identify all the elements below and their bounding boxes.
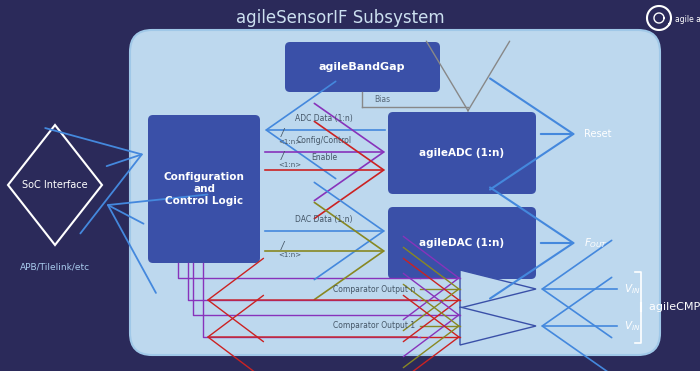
- Text: Config/Control: Config/Control: [296, 136, 351, 145]
- Text: APB/Tilelink/etc: APB/Tilelink/etc: [20, 263, 90, 272]
- Text: agileSensorIF Subsystem: agileSensorIF Subsystem: [236, 9, 444, 27]
- Text: <1:n>: <1:n>: [279, 162, 302, 168]
- FancyBboxPatch shape: [285, 42, 440, 92]
- Polygon shape: [460, 307, 536, 345]
- Text: Comparator Output 1: Comparator Output 1: [333, 322, 415, 331]
- Text: <1:n>: <1:n>: [279, 139, 302, 145]
- Text: agileCMP LP: agileCMP LP: [649, 302, 700, 312]
- Text: ADC Data (1:n): ADC Data (1:n): [295, 114, 353, 123]
- Text: DAC Data (1:n): DAC Data (1:n): [295, 215, 353, 224]
- Text: agileBandGap: agileBandGap: [318, 62, 405, 72]
- Text: $V_{IN}$: $V_{IN}$: [624, 282, 641, 296]
- Text: Enable: Enable: [311, 153, 337, 162]
- Polygon shape: [460, 270, 536, 308]
- Text: Configuration
and
Control Logic: Configuration and Control Logic: [164, 173, 244, 206]
- Text: agile analog: agile analog: [675, 14, 700, 23]
- Text: Bias: Bias: [374, 95, 390, 105]
- Text: $F_{OUT}$: $F_{OUT}$: [584, 236, 608, 250]
- FancyBboxPatch shape: [388, 112, 536, 194]
- Text: SoC Interface: SoC Interface: [22, 180, 88, 190]
- Text: agileDAC (1:n): agileDAC (1:n): [419, 238, 505, 248]
- Text: $V_{IN}$: $V_{IN}$: [624, 319, 641, 333]
- Text: /: /: [281, 151, 284, 161]
- Text: /: /: [281, 241, 284, 251]
- FancyBboxPatch shape: [130, 30, 660, 355]
- FancyBboxPatch shape: [388, 207, 536, 279]
- Text: /: /: [281, 128, 284, 138]
- Text: <1:n>: <1:n>: [279, 252, 302, 258]
- FancyBboxPatch shape: [148, 115, 260, 263]
- Text: agileADC (1:n): agileADC (1:n): [419, 148, 505, 158]
- Text: Reset: Reset: [584, 129, 612, 139]
- Text: Comparator Output n: Comparator Output n: [332, 285, 415, 293]
